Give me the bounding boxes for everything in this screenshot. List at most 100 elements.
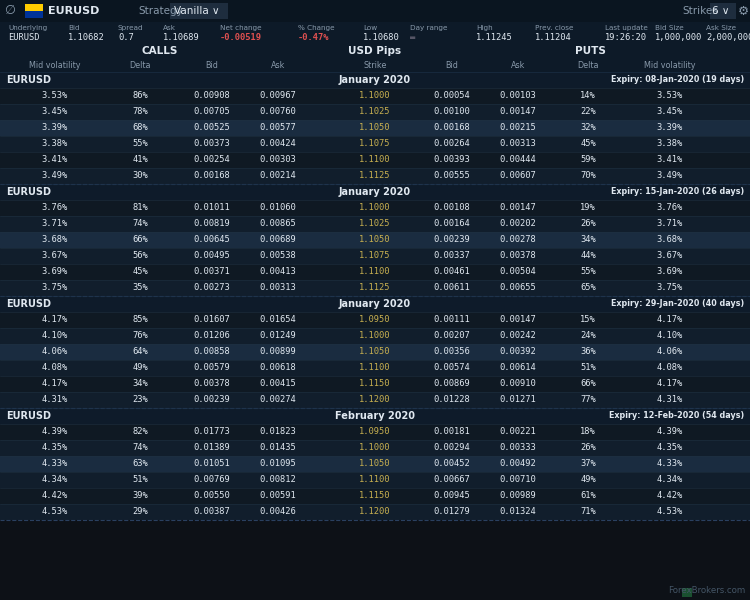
Text: 70%: 70% (580, 172, 596, 181)
Text: 51%: 51% (580, 364, 596, 373)
Text: Spread: Spread (118, 25, 144, 31)
Text: 2,000,000: 2,000,000 (706, 34, 750, 43)
Text: 0.00555: 0.00555 (433, 172, 470, 181)
Text: 77%: 77% (580, 395, 596, 404)
Text: 34%: 34% (132, 379, 148, 389)
Text: 4.10%: 4.10% (657, 331, 683, 340)
Bar (0, 44, 750, 58)
Text: ▬: ▬ (410, 34, 416, 43)
Text: 3.69%: 3.69% (657, 268, 683, 277)
Text: 0.00303: 0.00303 (260, 155, 296, 164)
Text: 0.00378: 0.00378 (194, 379, 230, 389)
Text: 4.35%: 4.35% (42, 443, 68, 452)
Text: 4.39%: 4.39% (657, 427, 683, 437)
Bar (0, 136, 750, 152)
Bar (0, 440, 750, 456)
Text: 0.00294: 0.00294 (433, 443, 470, 452)
Text: 0.01095: 0.01095 (260, 460, 296, 469)
Text: 4.34%: 4.34% (42, 475, 68, 485)
Text: 19%: 19% (580, 203, 596, 212)
Text: 61%: 61% (580, 491, 596, 500)
Text: 4.31%: 4.31% (657, 395, 683, 404)
Text: 0.00168: 0.00168 (194, 172, 230, 181)
Text: Underlying: Underlying (8, 25, 47, 31)
Text: 86%: 86% (132, 91, 148, 100)
Bar (0, 392, 750, 408)
Bar (0, 456, 750, 472)
Text: 0.00415: 0.00415 (260, 379, 296, 389)
Text: Last update: Last update (605, 25, 648, 31)
Text: 4.08%: 4.08% (657, 364, 683, 373)
Text: Mid volatility: Mid volatility (29, 61, 81, 70)
Text: 0.00108: 0.00108 (433, 203, 470, 212)
Text: 39%: 39% (132, 491, 148, 500)
Text: 51%: 51% (132, 475, 148, 485)
Text: 4.17%: 4.17% (657, 316, 683, 325)
Text: 1.1125: 1.1125 (359, 172, 391, 181)
Text: 0.00899: 0.00899 (260, 347, 296, 356)
Text: Expiry: 15-Jan-2020 (26 days): Expiry: 15-Jan-2020 (26 days) (610, 187, 744, 196)
Text: 0.00239: 0.00239 (433, 235, 470, 245)
Text: 0.00313: 0.00313 (260, 283, 296, 292)
Text: 0.00492: 0.00492 (500, 460, 536, 469)
Text: 3.38%: 3.38% (657, 139, 683, 148)
Text: 1.0950: 1.0950 (359, 316, 391, 325)
Text: 1.1125: 1.1125 (359, 283, 391, 292)
Text: 0.00371: 0.00371 (194, 268, 230, 277)
Bar (710, 3, 736, 19)
Text: 26%: 26% (580, 220, 596, 229)
Text: 0.00356: 0.00356 (433, 347, 470, 356)
Text: 0.00273: 0.00273 (194, 283, 230, 292)
Text: 55%: 55% (132, 139, 148, 148)
Bar (0, 168, 750, 184)
Text: 0.01654: 0.01654 (260, 316, 296, 325)
Text: 4.53%: 4.53% (657, 508, 683, 517)
Text: 1.1100: 1.1100 (359, 475, 391, 485)
Text: 0.00221: 0.00221 (500, 427, 536, 437)
Text: 1.0950: 1.0950 (359, 427, 391, 437)
Text: 1.1100: 1.1100 (359, 155, 391, 164)
Text: 24%: 24% (580, 331, 596, 340)
Text: 0.00392: 0.00392 (500, 347, 536, 356)
Text: Ask: Ask (271, 61, 285, 70)
Text: 0.00100: 0.00100 (433, 107, 470, 116)
Text: Vanilla ∨: Vanilla ∨ (174, 6, 220, 16)
Text: February 2020: February 2020 (335, 411, 415, 421)
Text: 0.00452: 0.00452 (433, 460, 470, 469)
Text: 74%: 74% (132, 220, 148, 229)
Text: 37%: 37% (580, 460, 596, 469)
Text: 0.00242: 0.00242 (500, 331, 536, 340)
Text: Bid: Bid (206, 61, 218, 70)
Text: 6 ∨: 6 ∨ (712, 6, 730, 16)
Text: 0.00614: 0.00614 (500, 364, 536, 373)
Text: 29%: 29% (132, 508, 148, 517)
Text: 0.01249: 0.01249 (260, 331, 296, 340)
Text: 3.76%: 3.76% (657, 203, 683, 212)
Text: 3.45%: 3.45% (42, 107, 68, 116)
Bar (0, 328, 750, 344)
Text: 0.00645: 0.00645 (194, 235, 230, 245)
Text: 1.1050: 1.1050 (359, 235, 391, 245)
Bar (0, 232, 750, 248)
Text: 0.01011: 0.01011 (194, 203, 230, 212)
Bar (0, 184, 750, 200)
Text: 3.68%: 3.68% (657, 235, 683, 245)
Text: 0.00538: 0.00538 (260, 251, 296, 260)
Text: 0.00239: 0.00239 (194, 395, 230, 404)
Text: 0.00111: 0.00111 (433, 316, 470, 325)
Text: 45%: 45% (132, 268, 148, 277)
Bar (0, 424, 750, 440)
Text: 49%: 49% (580, 475, 596, 485)
Text: 0.00591: 0.00591 (260, 491, 296, 500)
Text: 1.1075: 1.1075 (359, 251, 391, 260)
Bar (0, 248, 750, 264)
Text: 3.38%: 3.38% (42, 139, 68, 148)
Text: 3.67%: 3.67% (657, 251, 683, 260)
Text: 1.1075: 1.1075 (359, 139, 391, 148)
Bar (25, 4, 43, 11)
Text: 0.00424: 0.00424 (260, 139, 296, 148)
Text: 0.00378: 0.00378 (500, 251, 536, 260)
Text: 0.00908: 0.00908 (194, 91, 230, 100)
Text: 0.7: 0.7 (118, 34, 134, 43)
Text: Net change: Net change (220, 25, 262, 31)
